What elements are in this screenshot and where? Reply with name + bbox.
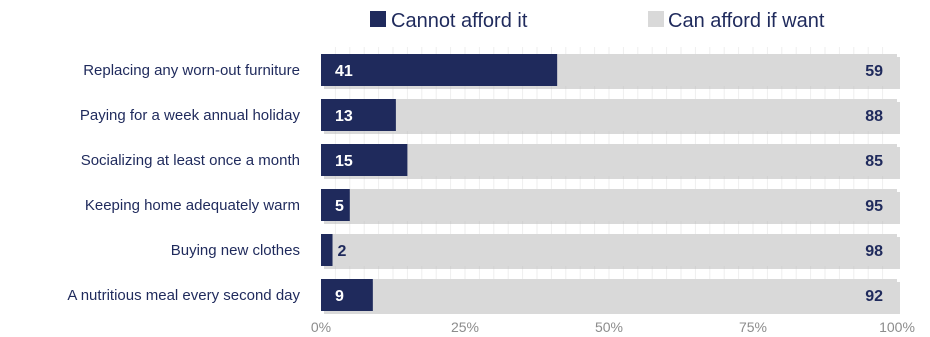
x-tick-label: 50%: [595, 319, 623, 335]
data-label-cannot-afford: 9: [335, 288, 344, 305]
category-label: Replacing any worn-out furniture: [83, 62, 300, 79]
x-tick-label: 100%: [879, 319, 915, 335]
data-label-can-afford: 59: [865, 63, 883, 80]
bar-can-afford: [332, 234, 897, 266]
category-labels: Replacing any worn-out furniture Paying f…: [67, 62, 300, 304]
data-label-can-afford: 98: [865, 243, 883, 260]
x-tick-label: 0%: [311, 319, 331, 335]
data-label-cannot-afford: 5: [335, 198, 344, 215]
legend-label: Can afford if want: [668, 10, 825, 32]
data-label-cannot-afford: 15: [335, 153, 353, 170]
bar-can-afford: [557, 54, 897, 86]
category-label: Paying for a week annual holiday: [80, 107, 301, 124]
data-label-can-afford: 92: [865, 288, 883, 305]
category-label: A nutritious meal every second day: [67, 287, 300, 304]
bar-cannot-afford: [321, 99, 396, 131]
x-tick-label: 75%: [739, 319, 767, 335]
data-label-cannot-afford: 41: [335, 63, 353, 80]
data-label-cannot-afford: 2: [338, 243, 347, 260]
bar-can-afford: [407, 144, 897, 176]
bar-can-afford: [395, 99, 897, 131]
data-label-can-afford: 95: [865, 198, 883, 215]
legend-swatch: [370, 11, 386, 27]
legend-swatch: [648, 11, 664, 27]
category-label: Buying new clothes: [171, 242, 300, 259]
category-label: Keeping home adequately warm: [85, 197, 300, 214]
legend: Cannot afford it Can afford if want: [370, 10, 825, 32]
x-tick-label: 25%: [451, 319, 479, 335]
data-label-can-afford: 85: [865, 153, 883, 170]
bars: 41 59 13 88 15 85 5 95 2 98 9 92: [321, 54, 900, 314]
bar-cannot-afford: [321, 144, 408, 176]
category-label: Socializing at least once a month: [81, 152, 300, 169]
legend-label: Cannot afford it: [391, 10, 528, 32]
data-label-can-afford: 88: [865, 108, 883, 125]
bar-cannot-afford: [321, 234, 333, 266]
data-label-cannot-afford: 13: [335, 108, 353, 125]
x-axis-ticks: 0% 25% 50% 75% 100%: [311, 319, 915, 335]
bar-cannot-afford: [321, 189, 350, 221]
bar-cannot-afford: [321, 54, 558, 86]
bar-cannot-afford: [321, 279, 373, 311]
bar-can-afford: [372, 279, 898, 311]
bar-can-afford: [349, 189, 897, 221]
